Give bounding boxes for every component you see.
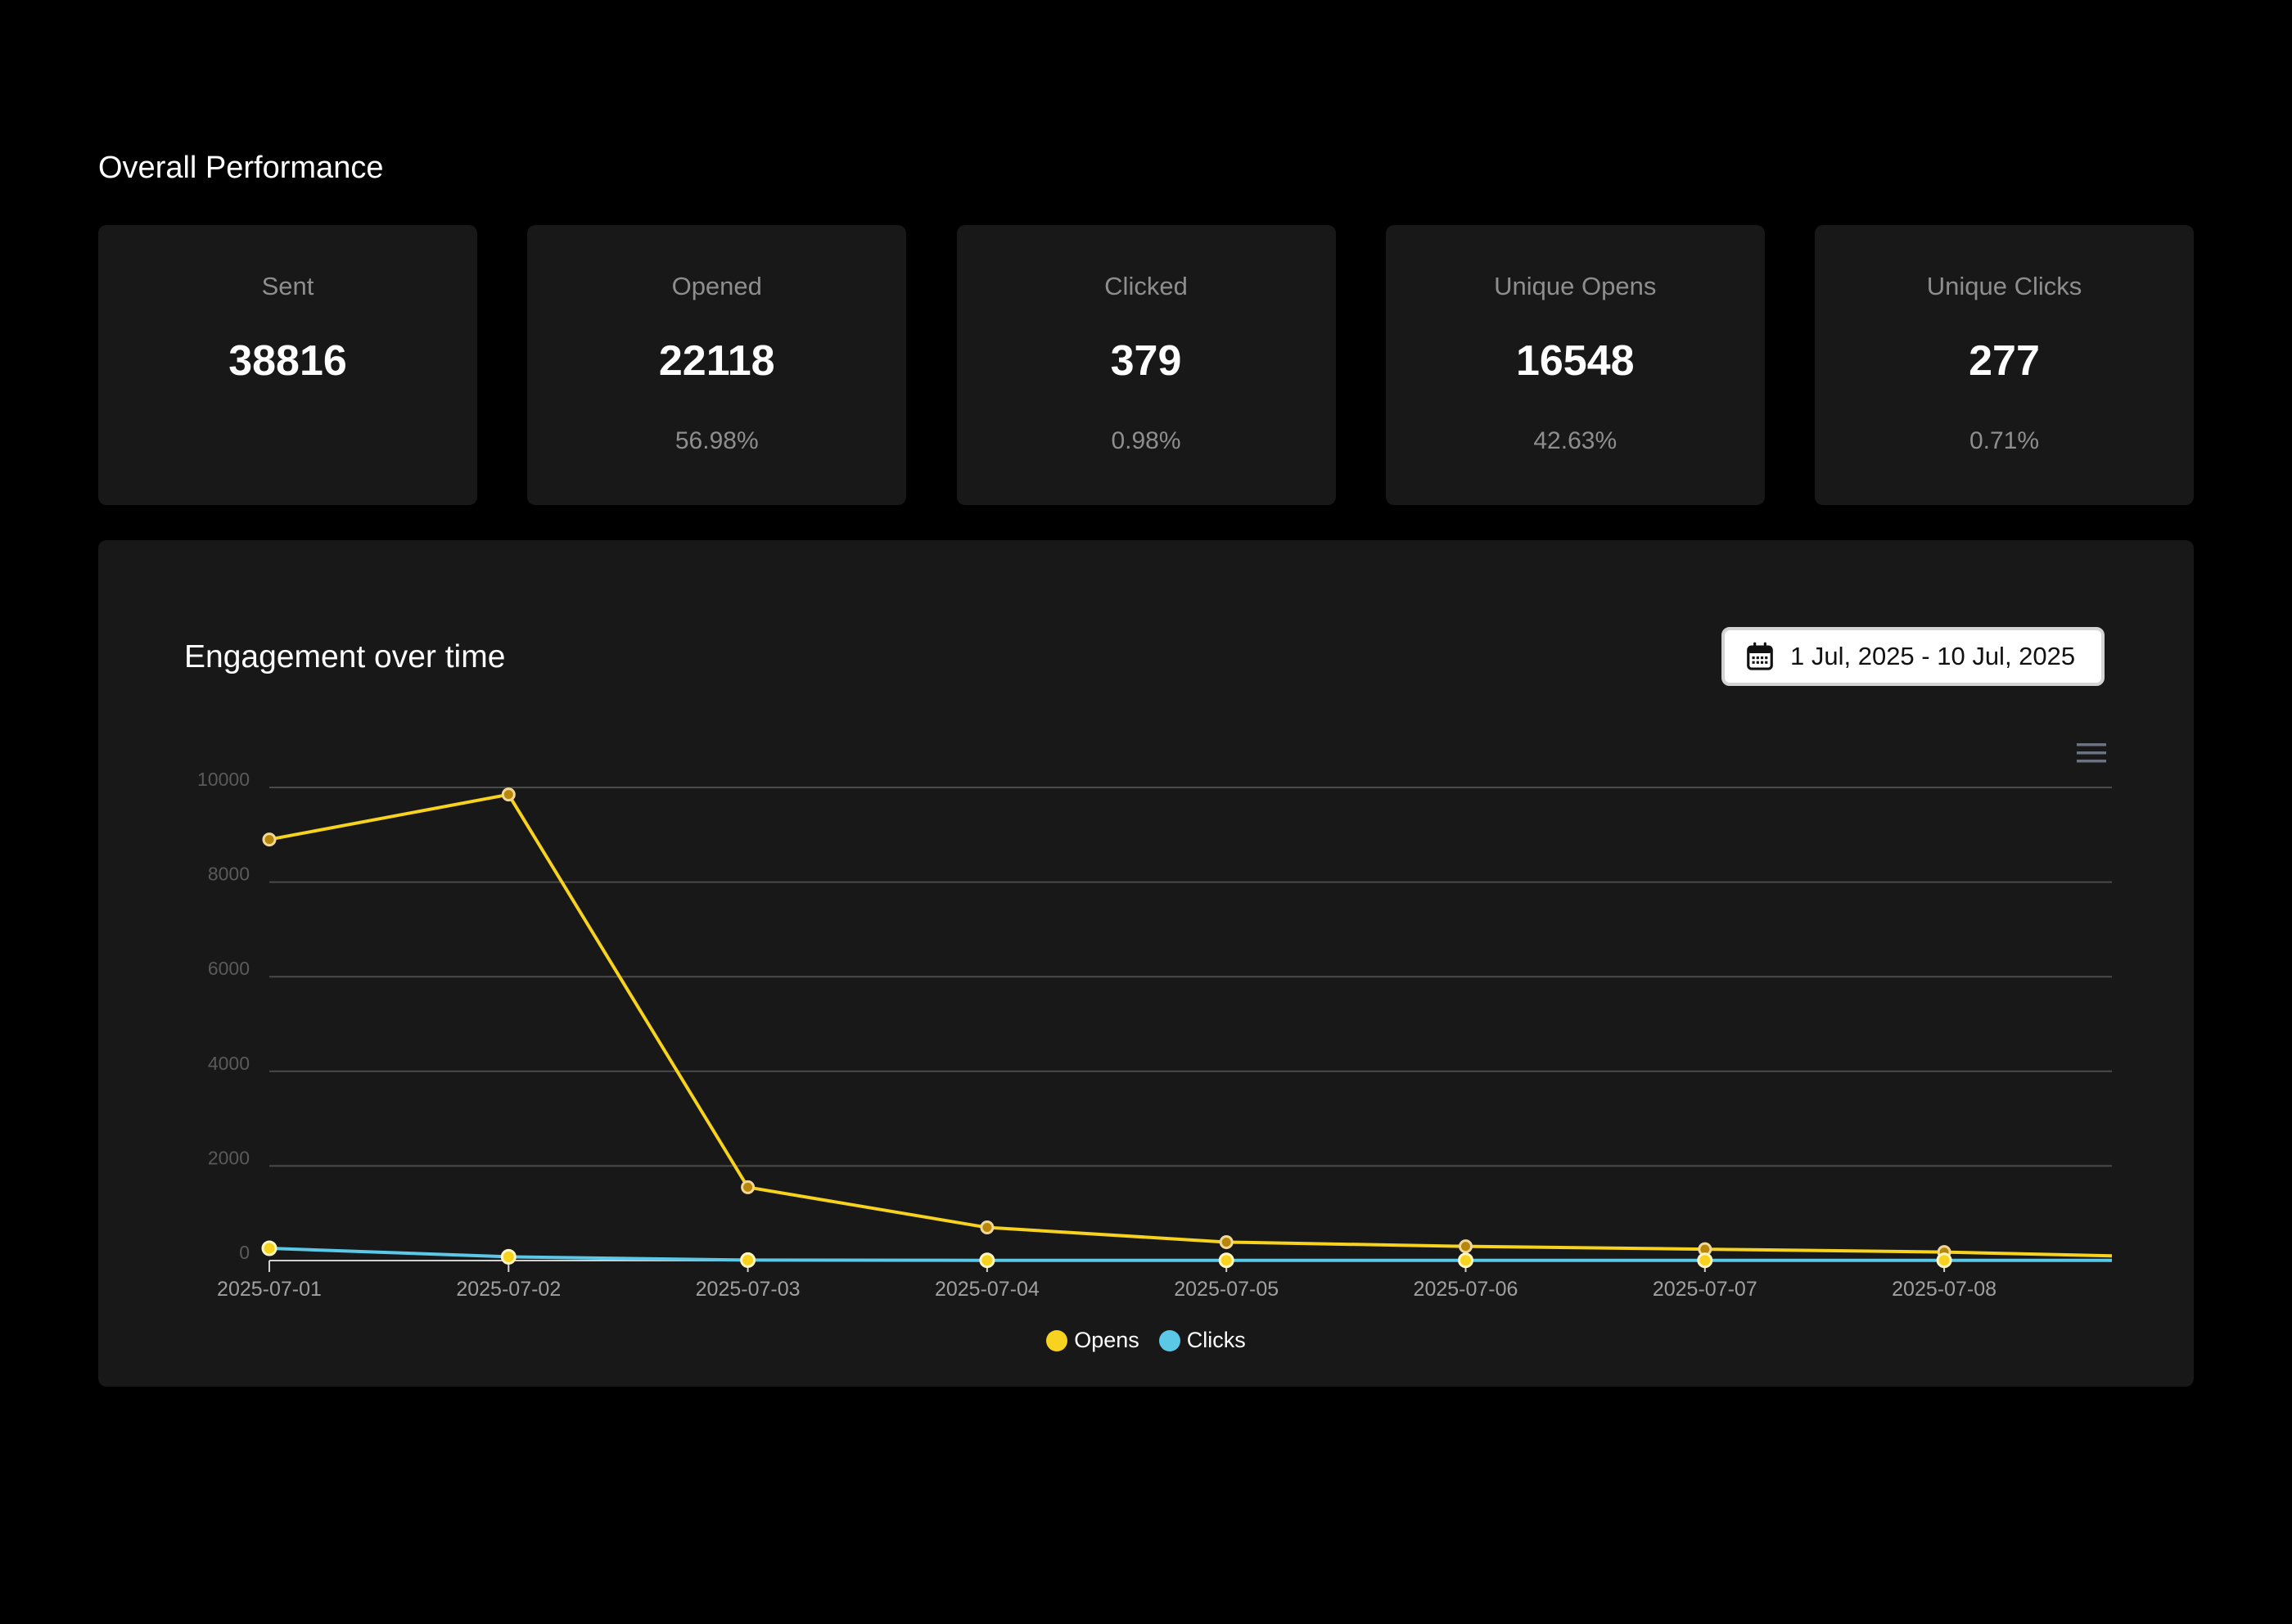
legend-label: Opens xyxy=(1074,1328,1139,1352)
stat-card-opened: Opened 22118 56.98% xyxy=(527,225,907,505)
chart-title: Engagement over time xyxy=(184,639,506,674)
y-tick-label: 0 xyxy=(239,1242,250,1263)
series-line-opens xyxy=(268,792,2113,1258)
stat-value: 38816 xyxy=(228,337,347,385)
x-tick-label: 2025-07-01 xyxy=(217,1278,322,1301)
stat-percent: 0.98% xyxy=(1111,427,1181,454)
page-title: Overall Performance xyxy=(98,151,384,185)
date-range-label: 1 Jul, 2025 - 10 Jul, 2025 xyxy=(1790,642,2076,670)
data-point-clicks xyxy=(1936,1252,1952,1269)
data-point-opens xyxy=(262,832,277,847)
y-tick-label: 8000 xyxy=(208,864,250,885)
stat-value: 22118 xyxy=(658,337,775,385)
x-tick-label: 2025-07-07 xyxy=(1653,1278,1757,1301)
data-point-opens xyxy=(1219,1234,1234,1249)
legend-label: Clicks xyxy=(1186,1328,1246,1352)
data-point-clicks xyxy=(261,1240,277,1256)
y-tick-label: 10000 xyxy=(197,769,250,790)
chart-legend: Opens Clicks xyxy=(98,1328,2194,1353)
engagement-line-chart: 0 2000 4000 6000 8000 10000 2025-07-01 2025-07-… xyxy=(197,769,2113,1301)
data-point-clicks xyxy=(1458,1252,1473,1269)
x-tick-label: 2025-07-02 xyxy=(456,1278,561,1301)
engagement-chart-panel: Engagement over time 1 Jul, 2025 - 10 Ju… xyxy=(98,540,2194,1387)
menu-icon[interactable] xyxy=(2075,741,2108,765)
data-point-clicks xyxy=(1218,1252,1234,1269)
data-point-opens xyxy=(741,1180,756,1194)
stat-percent: 42.63% xyxy=(1533,427,1617,454)
data-point-clicks xyxy=(500,1248,517,1265)
data-point-opens xyxy=(501,787,516,802)
y-tick-label: 6000 xyxy=(208,958,250,979)
stat-value: 277 xyxy=(1969,337,2040,385)
legend-item-clicks[interactable]: Clicks xyxy=(1158,1328,1246,1353)
y-tick-label: 4000 xyxy=(208,1053,250,1074)
data-point-opens xyxy=(980,1220,995,1235)
x-tick-label: 2025-07-06 xyxy=(1414,1278,1518,1301)
stat-card-clicked: Clicked 379 0.98% xyxy=(956,225,1336,505)
stat-value: 379 xyxy=(1110,337,1182,385)
legend-item-opens[interactable]: Opens xyxy=(1046,1328,1139,1353)
y-tick-label: 2000 xyxy=(208,1147,250,1168)
stat-label: Unique Opens xyxy=(1494,272,1657,300)
calendar-icon xyxy=(1747,642,1773,670)
data-point-clicks xyxy=(979,1252,995,1269)
stat-label: Opened xyxy=(671,272,762,300)
x-tick-label: 2025-07-05 xyxy=(1174,1278,1279,1301)
stats-row: Sent 38816 Opened 22118 56.98% Clicked 3… xyxy=(98,225,2194,505)
data-point-opens xyxy=(1459,1239,1473,1254)
x-tick-label: 2025-07-08 xyxy=(1892,1278,1996,1301)
stat-percent: 0.71% xyxy=(1969,427,2040,454)
stat-percent: 56.98% xyxy=(675,427,759,454)
stat-card-unique-opens: Unique Opens 16548 42.63% xyxy=(1385,225,1765,505)
date-range-picker-button[interactable]: 1 Jul, 2025 - 10 Jul, 2025 xyxy=(1721,627,2105,686)
x-tick-label: 2025-07-04 xyxy=(935,1278,1040,1301)
stat-card-sent: Sent 38816 xyxy=(98,225,477,505)
stat-label: Sent xyxy=(261,272,314,300)
stat-label: Clicked xyxy=(1104,272,1188,300)
stat-value: 16548 xyxy=(1515,337,1635,385)
x-tick-label: 2025-07-03 xyxy=(696,1278,801,1301)
legend-dot-opens xyxy=(1046,1329,1068,1351)
stat-label: Unique Clicks xyxy=(1926,272,2082,300)
data-point-clicks xyxy=(1697,1252,1713,1269)
legend-dot-clicks xyxy=(1158,1329,1180,1351)
stat-card-unique-clicks: Unique Clicks 277 0.71% xyxy=(1815,225,2194,505)
data-point-clicks xyxy=(740,1252,756,1268)
